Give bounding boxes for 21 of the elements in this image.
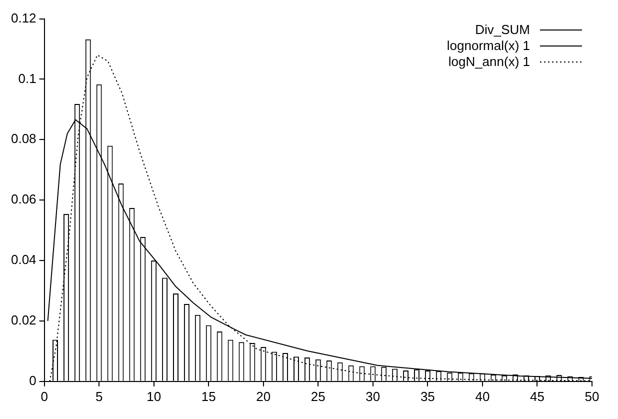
- y-tick-label: 0.08: [10, 131, 36, 146]
- x-tick-label: 20: [256, 388, 271, 404]
- x-tick-label: 35: [420, 388, 435, 404]
- x-tick-label: 30: [366, 388, 380, 404]
- y-tick-label: 0.12: [10, 10, 36, 26]
- y-tick-label: 0.04: [10, 252, 36, 268]
- x-tick-label: 15: [201, 388, 216, 404]
- y-tick-label: 0: [29, 372, 36, 388]
- legend-label: Div_SUM: [475, 22, 530, 38]
- x-tick-label: 40: [475, 388, 490, 404]
- x-tick-label: 45: [530, 388, 544, 404]
- x-tick-label: 50: [584, 388, 600, 404]
- y-tick-label: 0.06: [10, 192, 36, 207]
- y-tick-label: 0.02: [10, 312, 36, 328]
- x-tick-label: 5: [95, 388, 103, 404]
- y-tick-label: 0.1: [18, 70, 36, 86]
- legend-label: lognormal(x) 1: [446, 38, 530, 54]
- legend-label: logN_ann(x) 1: [448, 54, 530, 70]
- x-tick-label: 25: [310, 388, 326, 404]
- x-tick-label: 10: [146, 388, 162, 404]
- x-tick-label: 0: [40, 388, 48, 404]
